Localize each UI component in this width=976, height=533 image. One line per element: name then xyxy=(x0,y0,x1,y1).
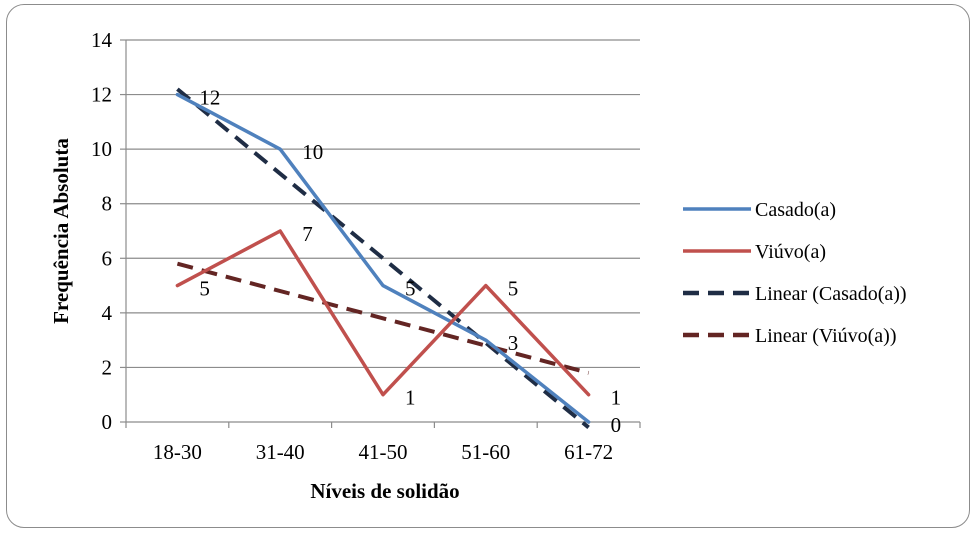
data-label-viuvo: 1 xyxy=(405,386,416,410)
trendlines xyxy=(176,87,590,430)
data-label-viuvo: 5 xyxy=(199,277,210,301)
y-tick-label: 0 xyxy=(102,410,113,434)
x-axis-title: Níveis de solidão xyxy=(310,479,459,503)
trendline-viuvo xyxy=(176,261,590,375)
x-tick-label: 61-72 xyxy=(564,440,613,464)
data-label-casado: 10 xyxy=(302,140,323,164)
chart-frame xyxy=(6,4,970,528)
series-line-casado xyxy=(175,92,591,424)
data-label-casado: 0 xyxy=(611,413,622,437)
gridlines xyxy=(126,39,640,369)
y-tick-label: 8 xyxy=(102,192,113,216)
data-label-viuvo: 5 xyxy=(508,277,519,301)
y-tick-label: 2 xyxy=(102,355,113,379)
y-tick-label: 4 xyxy=(102,301,113,325)
x-tick-label: 18-30 xyxy=(153,440,202,464)
data-label-casado: 5 xyxy=(405,277,416,301)
legend: Casado(a) Viúvo(a) Linear (Casado(a)) Linea… xyxy=(683,199,907,347)
y-tick-label: 14 xyxy=(91,28,113,52)
y-tick-label: 6 xyxy=(102,246,113,270)
x-tick-label: 51-60 xyxy=(461,440,510,464)
data-labels: 12 10 5 3 0 5 7 1 5 1 xyxy=(199,86,621,437)
y-axis-title: Frequência Absoluta xyxy=(49,138,73,324)
data-label-casado: 3 xyxy=(508,331,519,355)
data-label-casado: 12 xyxy=(199,86,220,110)
axes xyxy=(120,39,641,428)
tick-labels: 0 2 4 6 8 10 12 14 18-30 31-40 41-50 51-60 61-72 xyxy=(91,28,613,464)
data-label-viuvo: 1 xyxy=(611,386,622,410)
x-tick-label: 31-40 xyxy=(256,440,305,464)
trendline-casado xyxy=(176,87,590,430)
legend-label: Linear (Viúvo(a)) xyxy=(755,325,897,347)
series-lines xyxy=(175,92,591,424)
legend-label: Viúvo(a) xyxy=(755,241,826,263)
legend-label: Casado(a) xyxy=(755,199,836,221)
x-tick-label: 41-50 xyxy=(359,440,408,464)
y-tick-label: 10 xyxy=(91,137,112,161)
legend-label: Linear (Casado(a)) xyxy=(755,283,907,305)
y-tick-label: 12 xyxy=(91,83,112,107)
series-line-viuvo xyxy=(175,229,591,397)
data-label-viuvo: 7 xyxy=(302,222,313,246)
